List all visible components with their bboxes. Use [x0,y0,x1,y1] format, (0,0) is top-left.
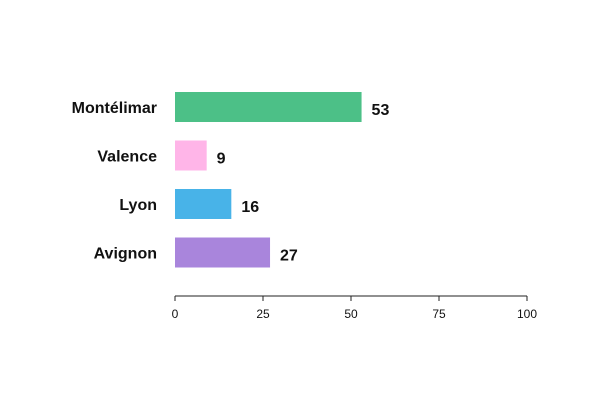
x-tick-label: 50 [344,307,358,321]
x-tick-label: 0 [172,307,179,321]
category-label: Montélimar [72,100,157,117]
bar-valence [175,140,207,171]
x-tick-label: 25 [256,307,270,321]
bar-montélimar [175,92,362,122]
x-tick-label: 75 [432,307,446,321]
bar-avignon [175,237,271,268]
value-label: 53 [372,102,390,119]
value-labels-layer: 53 9 16 27 [217,102,390,265]
category-labels-layer: Montélimar Valence Lyon Avignon [72,100,157,263]
value-label: 16 [241,199,259,216]
bar-lyon [175,189,232,219]
value-label: 27 [280,248,298,265]
x-axis: 0 25 50 75 100 [172,295,537,321]
bars-layer [175,92,362,268]
x-tick-label: 100 [517,307,537,321]
category-label: Valence [97,149,157,166]
category-label: Avignon [94,246,157,263]
category-label: Lyon [119,197,157,214]
value-label: 9 [217,151,226,168]
